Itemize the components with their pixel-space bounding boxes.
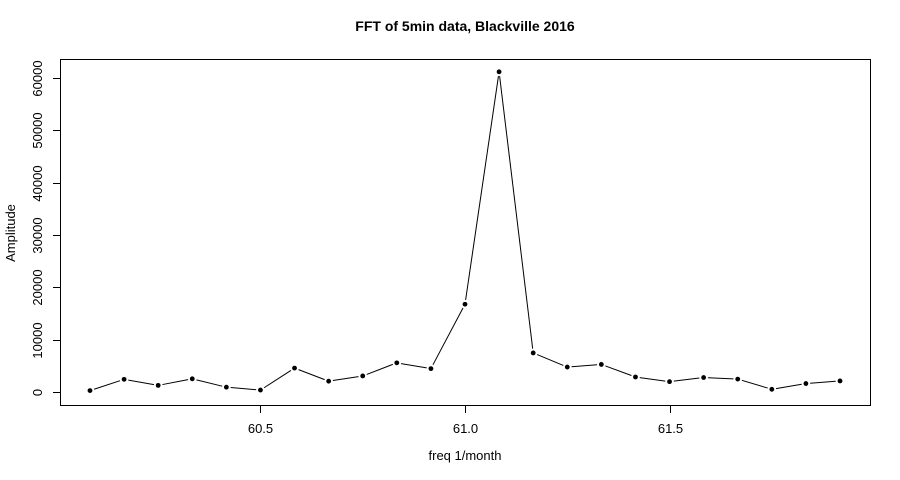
data-point	[428, 366, 434, 372]
data-segment	[128, 379, 155, 386]
data-segment	[639, 377, 666, 382]
y-tick-label: 50000	[30, 112, 45, 148]
y-tick-label: 60000	[30, 60, 45, 96]
data-point	[837, 378, 843, 384]
data-segment	[432, 307, 464, 366]
plot-box-border	[60, 59, 871, 406]
data-point	[530, 350, 536, 356]
y-tick-label: 10000	[30, 322, 45, 358]
data-point	[292, 365, 297, 371]
data-point	[667, 379, 672, 385]
data-point	[462, 301, 468, 307]
y-tick-label: 0	[30, 389, 45, 396]
data-segment	[162, 379, 189, 386]
data-point	[87, 388, 93, 394]
data-point	[633, 374, 638, 380]
data-segment	[400, 363, 427, 369]
x-tick-label: 61.0	[453, 421, 478, 436]
chart-title: FFT of 5min data, Blackville 2016	[355, 18, 575, 34]
data-segment	[741, 379, 768, 389]
x-axis-label: freq 1/month	[429, 448, 502, 463]
data-segment	[810, 380, 836, 384]
data-segment	[196, 379, 223, 387]
data-segment	[93, 380, 121, 390]
data-point	[189, 376, 195, 382]
data-segment	[263, 370, 292, 389]
data-segment	[536, 354, 564, 366]
data-segment	[673, 377, 700, 382]
data-point	[121, 376, 127, 382]
x-tick-label: 61.5	[658, 421, 683, 436]
data-point	[701, 375, 707, 380]
data-point	[326, 378, 332, 384]
data-point	[769, 386, 775, 392]
data-series	[87, 69, 843, 394]
data-point	[223, 384, 229, 390]
y-axis-label: Amplitude	[3, 204, 18, 262]
data-segment	[230, 387, 257, 391]
data-segment	[775, 383, 802, 390]
data-segment	[366, 363, 393, 375]
y-tick-label: 20000	[30, 269, 45, 305]
data-point	[155, 382, 161, 388]
data-segment	[465, 76, 499, 301]
data-point	[564, 364, 570, 370]
data-segment	[298, 369, 325, 381]
y-axis: 0 10000 20000 30000 40000 50000 60000	[30, 60, 60, 396]
data-point	[598, 362, 604, 367]
x-axis: 60.5 61.0 61.5	[248, 406, 683, 436]
data-segment	[571, 364, 598, 368]
data-segment	[707, 377, 734, 380]
data-point	[360, 373, 366, 379]
data-segment	[499, 76, 534, 349]
data-segment	[605, 365, 632, 376]
plot-box	[60, 59, 871, 406]
data-point	[394, 360, 400, 366]
data-point	[735, 376, 741, 382]
data-point	[496, 69, 502, 75]
x-tick-label: 60.5	[248, 421, 273, 436]
y-tick-label: 40000	[30, 165, 45, 201]
data-point	[258, 387, 263, 393]
y-tick-label: 30000	[30, 217, 45, 253]
data-point	[803, 381, 809, 386]
data-segment	[332, 376, 359, 382]
